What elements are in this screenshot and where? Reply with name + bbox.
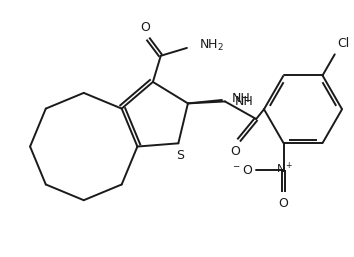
Text: S: S <box>176 149 184 162</box>
Text: O: O <box>140 21 150 34</box>
Text: O: O <box>230 145 240 158</box>
Text: NH: NH <box>235 95 253 108</box>
Text: $^-$O: $^-$O <box>231 164 253 177</box>
Text: NH$_2$: NH$_2$ <box>199 38 224 52</box>
Text: Cl: Cl <box>338 38 350 50</box>
Text: N$^+$: N$^+$ <box>276 161 293 176</box>
Text: O: O <box>279 197 289 210</box>
Text: NH: NH <box>232 91 250 105</box>
